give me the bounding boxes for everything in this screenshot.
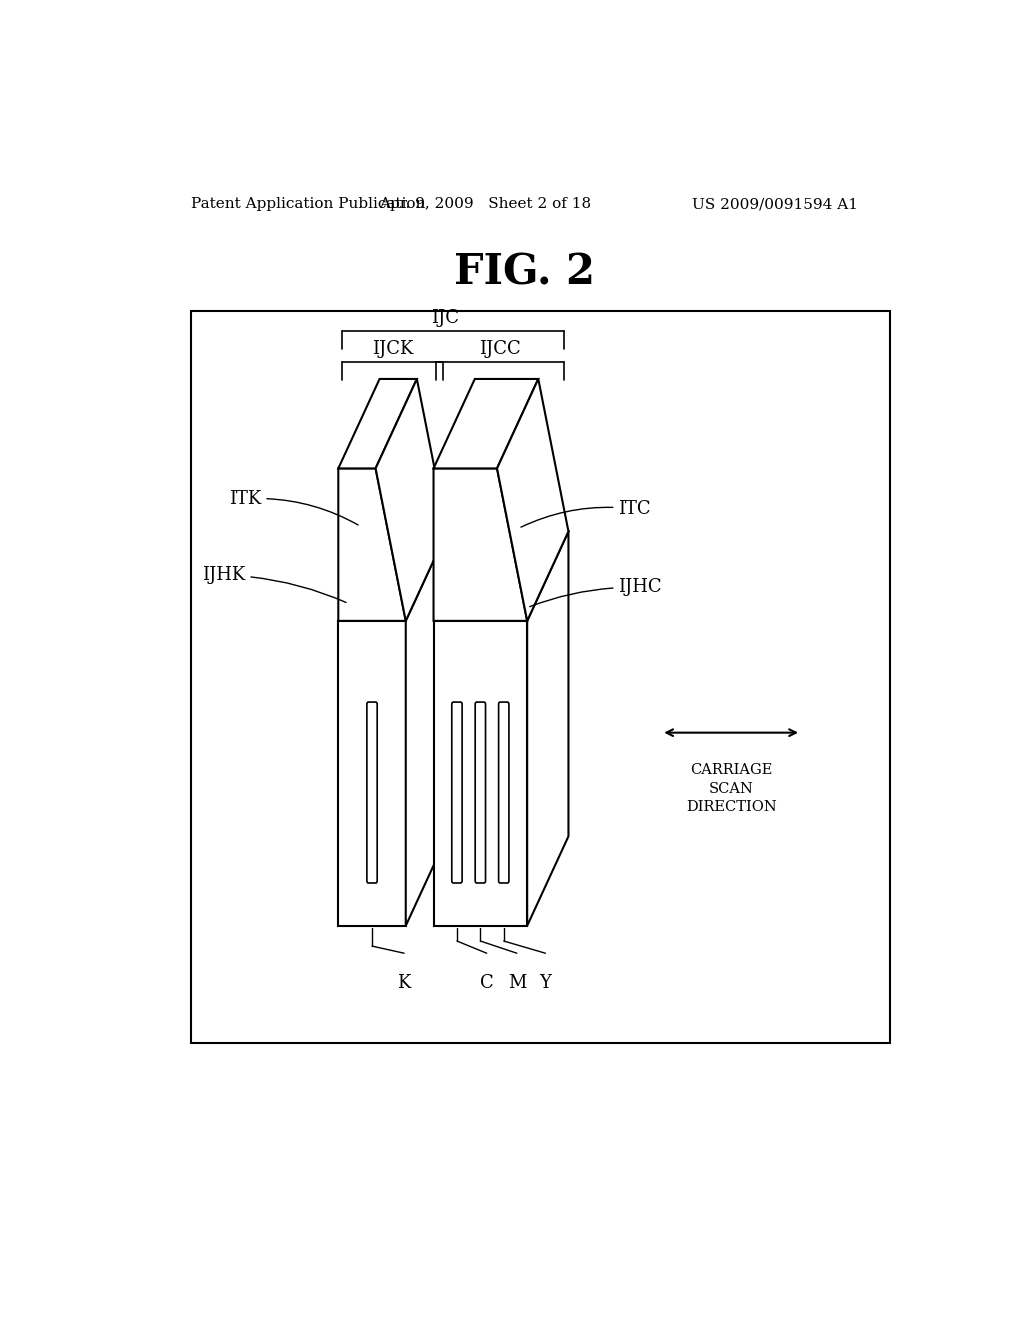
Polygon shape bbox=[433, 469, 527, 620]
Bar bbox=[191, 312, 890, 1043]
Text: M: M bbox=[508, 974, 526, 991]
Polygon shape bbox=[433, 379, 539, 469]
Text: CARRIAGE
SCAN
DIRECTION: CARRIAGE SCAN DIRECTION bbox=[686, 763, 776, 814]
Polygon shape bbox=[497, 379, 568, 620]
Text: Y: Y bbox=[540, 974, 551, 991]
Text: Patent Application Publication: Patent Application Publication bbox=[191, 197, 426, 211]
FancyBboxPatch shape bbox=[452, 702, 462, 883]
FancyBboxPatch shape bbox=[475, 702, 485, 883]
Polygon shape bbox=[433, 532, 568, 620]
Text: ITK: ITK bbox=[229, 490, 358, 525]
Text: IJCK: IJCK bbox=[372, 339, 414, 358]
Text: K: K bbox=[397, 974, 411, 991]
Polygon shape bbox=[338, 532, 447, 620]
FancyBboxPatch shape bbox=[367, 702, 377, 883]
Polygon shape bbox=[527, 532, 568, 925]
Text: IJHK: IJHK bbox=[202, 566, 346, 602]
Text: ITC: ITC bbox=[521, 500, 651, 527]
Polygon shape bbox=[338, 379, 417, 469]
Text: IJC: IJC bbox=[431, 309, 460, 327]
Text: IJHC: IJHC bbox=[529, 578, 663, 607]
Text: IJCC: IJCC bbox=[479, 339, 521, 358]
Polygon shape bbox=[338, 469, 406, 620]
Text: FIG. 2: FIG. 2 bbox=[455, 251, 595, 293]
Text: US 2009/0091594 A1: US 2009/0091594 A1 bbox=[692, 197, 858, 211]
Polygon shape bbox=[338, 620, 406, 925]
Polygon shape bbox=[406, 532, 447, 925]
Text: Apr. 9, 2009   Sheet 2 of 18: Apr. 9, 2009 Sheet 2 of 18 bbox=[379, 197, 591, 211]
Text: C: C bbox=[480, 974, 494, 991]
Polygon shape bbox=[376, 379, 447, 620]
Polygon shape bbox=[433, 620, 527, 925]
FancyBboxPatch shape bbox=[499, 702, 509, 883]
